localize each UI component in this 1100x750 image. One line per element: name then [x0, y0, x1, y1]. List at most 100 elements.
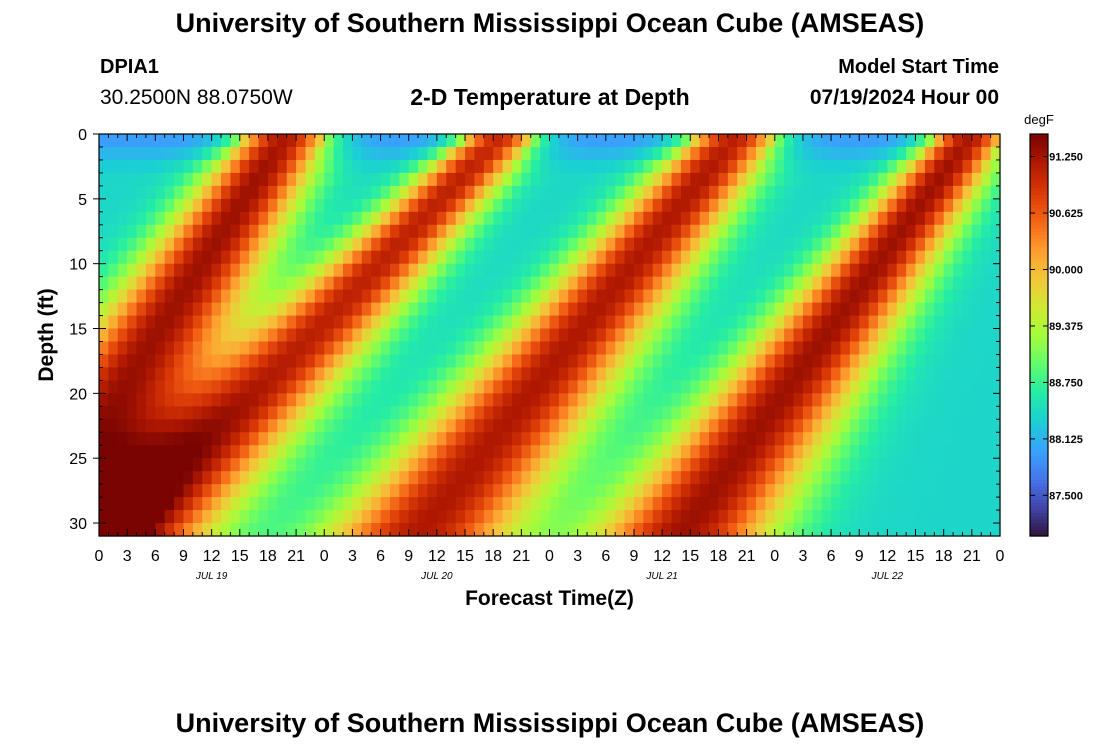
heatmap-cell [230, 250, 241, 265]
heatmap-cell [868, 134, 879, 148]
colorbar-segment [1030, 432, 1048, 437]
heatmap-cell [493, 393, 504, 407]
heatmap-cell [962, 276, 973, 291]
heatmap-cell [718, 445, 729, 459]
heatmap-cell [155, 289, 166, 304]
heatmap-cell [530, 419, 541, 433]
heatmap-cell [943, 328, 954, 343]
heatmap-cell [183, 198, 194, 213]
heatmap-cell [183, 341, 194, 356]
heatmap-cell [755, 471, 766, 485]
heatmap-cell [117, 406, 128, 420]
heatmap-cell [831, 445, 842, 459]
heatmap-cell [765, 224, 776, 239]
heatmap-cell [587, 432, 598, 446]
colorbar-segment [1030, 244, 1048, 249]
heatmap-cell [671, 315, 682, 330]
heatmap-cell [277, 406, 288, 420]
colorbar-segment [1030, 247, 1048, 252]
heatmap-cell [296, 406, 307, 420]
heatmap-cell [877, 471, 888, 485]
heatmap-cell [652, 367, 663, 381]
heatmap-cell [127, 523, 138, 537]
heatmap-cell [849, 393, 860, 407]
heatmap-cell [662, 354, 673, 369]
heatmap-cell [296, 432, 307, 446]
heatmap-cell [305, 134, 316, 148]
heatmap-cell [624, 510, 635, 524]
heatmap-cell [221, 432, 231, 446]
heatmap-cell [380, 445, 391, 459]
heatmap-cell [605, 445, 616, 459]
heatmap-cell [924, 510, 935, 524]
heatmap-cell [558, 458, 569, 472]
heatmap-cell [784, 237, 795, 252]
heatmap-cell [652, 315, 663, 330]
heatmap-cell [399, 159, 410, 174]
heatmap-cell [108, 211, 119, 226]
heatmap-cell [849, 237, 860, 252]
heatmap-cell [652, 237, 663, 252]
heatmap-cell [605, 263, 616, 278]
heatmap-cell [343, 159, 354, 174]
heatmap-cell [474, 354, 485, 369]
heatmap-cell [690, 328, 701, 343]
heatmap-cell [924, 523, 935, 537]
colorbar-segment [1030, 204, 1048, 209]
heatmap-cell [399, 484, 410, 498]
heatmap-cell [211, 224, 222, 239]
heatmap-cell [493, 328, 504, 343]
heatmap-cell [709, 237, 720, 252]
heatmap-cell [662, 523, 673, 537]
heatmap-cell [615, 237, 626, 252]
heatmap-cell [408, 445, 419, 459]
heatmap-cell [296, 302, 307, 317]
heatmap-cell [380, 250, 391, 265]
heatmap-cell [286, 159, 297, 174]
heatmap-cell [943, 211, 954, 226]
heatmap-cell [784, 458, 795, 472]
heatmap-cell [239, 354, 250, 369]
heatmap-cell [596, 484, 607, 498]
heatmap-cell [99, 484, 109, 498]
heatmap-cell [192, 497, 203, 511]
heatmap-cell [314, 276, 325, 291]
heatmap-cell [352, 328, 363, 343]
colorbar-segment [1030, 418, 1048, 423]
heatmap-cell [183, 146, 194, 161]
heatmap-cell [896, 289, 907, 304]
heatmap-cell [380, 159, 391, 174]
heatmap-cell [746, 471, 757, 485]
colorbar-segment [1030, 415, 1048, 420]
heatmap-cell [727, 302, 738, 317]
heatmap-cell [164, 328, 175, 343]
heatmap-cell [962, 146, 973, 161]
heatmap-cell [530, 471, 541, 485]
heatmap-cell [145, 146, 156, 161]
heatmap-cell [887, 315, 898, 330]
heatmap-cell [436, 354, 447, 369]
heatmap-cell [399, 497, 410, 511]
x-tick-label: 0 [95, 548, 104, 565]
heatmap-cell [568, 134, 579, 148]
heatmap-cell [971, 211, 982, 226]
heatmap-cell [953, 406, 964, 420]
heatmap-cell [99, 224, 109, 239]
heatmap-cell [99, 276, 109, 291]
colorbar-segment [1030, 462, 1048, 467]
heatmap-cell [436, 211, 447, 226]
heatmap-cell [802, 458, 813, 472]
heatmap-cell [249, 172, 260, 187]
heatmap-cell [136, 289, 147, 304]
heatmap-cell [502, 432, 513, 446]
heatmap-cell [145, 458, 156, 472]
heatmap-cell [502, 289, 513, 304]
heatmap-cell [239, 419, 250, 433]
heatmap-cell [314, 471, 325, 485]
heatmap-cell [502, 263, 513, 278]
heatmap-cell [877, 497, 888, 511]
heatmap-cell [230, 172, 241, 187]
colorbar-segment [1030, 368, 1048, 373]
heatmap-cell [465, 497, 476, 511]
heatmap-cell [727, 497, 738, 511]
